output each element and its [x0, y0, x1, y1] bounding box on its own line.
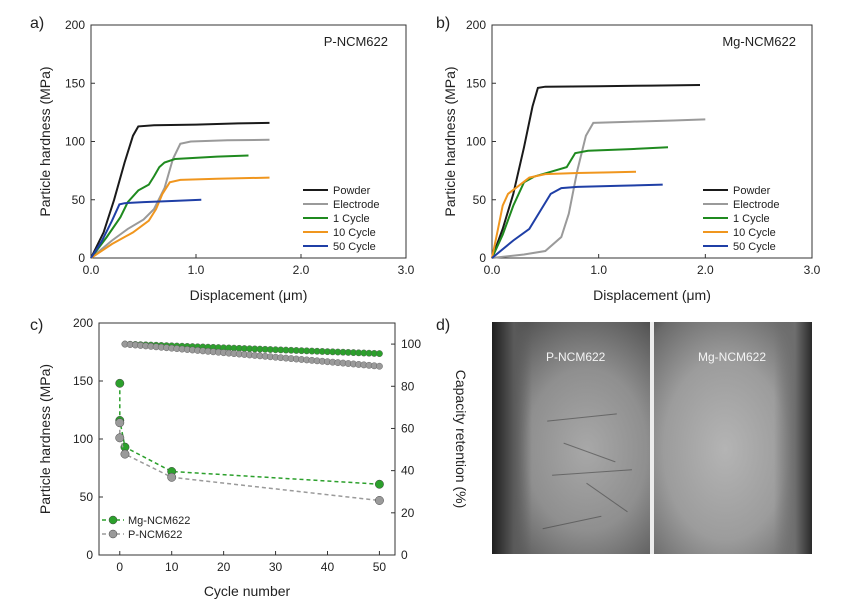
y-tick-label: 200: [73, 316, 93, 330]
chart-title-b: Mg-NCM622: [722, 34, 796, 49]
x-axis-label: Displacement (μm): [190, 287, 308, 303]
hardness-point: [115, 378, 125, 388]
retention-point: [376, 350, 383, 357]
y-tick-label: 200: [65, 18, 85, 32]
hardness-line-p-ncm622: [119, 422, 380, 502]
x-tick-label: 40: [321, 560, 335, 574]
x-tick-label: 20: [217, 560, 231, 574]
y-tick-label: 50: [473, 193, 487, 207]
y2-tick-label: 60: [401, 421, 415, 435]
hardness-point: [115, 418, 125, 428]
x-axis-label: Cycle number: [204, 583, 291, 599]
x-tick-label: 0: [116, 560, 123, 574]
legend-label: Electrode: [333, 199, 379, 211]
y-tick-label: 100: [466, 135, 486, 149]
y-tick-label: 100: [65, 135, 85, 149]
x-tick-label: 3.0: [804, 263, 821, 277]
sem-divider: [650, 322, 654, 554]
series-line-electrode: [90, 138, 270, 259]
series-line-1-cycle: [491, 146, 669, 259]
series-line-powder: [491, 84, 701, 259]
series-line-10-cycle: [491, 170, 637, 259]
chart-title-a: P-NCM622: [324, 34, 388, 49]
legend-label: Powder: [733, 185, 771, 197]
sem-label-mg-ncm622: Mg-NCM622: [698, 350, 767, 364]
y-tick-label: 150: [466, 76, 486, 90]
legend-label: 1 Cycle: [733, 213, 770, 225]
sem-image-p-ncm622: P-NCM622: [492, 322, 650, 554]
y-axis-label: Particle hardness (MPa): [442, 66, 458, 216]
x-tick-label: 10: [165, 560, 179, 574]
y-tick-label: 0: [78, 251, 85, 265]
series-line-50-cycle: [90, 198, 202, 259]
x-tick-label: 2.0: [697, 263, 714, 277]
x-tick-label: 0.0: [484, 263, 501, 277]
x-tick-label: 30: [269, 560, 283, 574]
y-tick-label: 150: [73, 374, 93, 388]
hardness-point: [374, 479, 384, 489]
legend-label: 50 Cycle: [333, 241, 376, 253]
x-tick-label: 2.0: [293, 263, 310, 277]
series-line-electrode: [491, 118, 706, 259]
y2-tick-label: 0: [401, 548, 408, 562]
y-tick-label: 100: [73, 432, 93, 446]
panel-label-c: c): [30, 317, 43, 334]
x-tick-label: 3.0: [398, 263, 415, 277]
y-tick-label: 0: [479, 251, 486, 265]
hardness-point: [120, 449, 130, 459]
y-tick-label: 50: [80, 490, 94, 504]
y2-tick-label: 100: [401, 337, 421, 351]
y2-tick-label: 20: [401, 506, 415, 520]
hardness-line-mg-ncm622: [119, 383, 380, 485]
y-tick-label: 150: [65, 76, 85, 90]
y2-tick-label: 80: [401, 379, 415, 393]
series-line-50-cycle: [491, 183, 663, 259]
y-axis-label: Particle hardness (MPa): [37, 66, 53, 216]
sem-label-p-ncm622: P-NCM622: [546, 350, 606, 364]
x-tick-label: 0.0: [83, 263, 100, 277]
x-tick-label: 1.0: [188, 263, 205, 277]
sem-image-panel: P-NCM622 Mg-NCM622: [492, 322, 812, 554]
legend-label: 50 Cycle: [733, 241, 776, 253]
legend-label: 10 Cycle: [333, 227, 376, 239]
y2-axis-label: Capacity retention (%): [453, 370, 469, 509]
legend-label: P-NCM622: [128, 529, 182, 541]
x-tick-label: 1.0: [590, 263, 607, 277]
y2-tick-label: 40: [401, 464, 415, 478]
y-tick-label: 0: [86, 548, 93, 562]
y-axis-label: Particle hardness (MPa): [37, 364, 53, 514]
hardness-point: [115, 433, 125, 443]
y-tick-label: 50: [72, 193, 86, 207]
legend-label: 10 Cycle: [733, 227, 776, 239]
x-axis-label: Displacement (μm): [593, 287, 711, 303]
hardness-point: [374, 496, 384, 505]
legend-label: Electrode: [733, 199, 779, 211]
panel-label-d: d): [436, 317, 450, 334]
panel-label-b: b): [436, 15, 450, 32]
sem-image-mg-ncm622: Mg-NCM622: [654, 322, 812, 554]
legend-marker: [108, 515, 118, 525]
series-line-powder: [90, 121, 270, 259]
legend-label: Mg-NCM622: [128, 515, 190, 527]
legend-marker: [108, 529, 118, 539]
retention-point: [376, 362, 383, 370]
series-line-1-cycle: [90, 154, 249, 259]
legend-label: 1 Cycle: [333, 213, 370, 225]
legend-label: Powder: [333, 185, 371, 197]
y-tick-label: 200: [466, 18, 486, 32]
panel-label-a: a): [30, 15, 44, 32]
hardness-point: [167, 472, 177, 482]
x-tick-label: 50: [373, 560, 387, 574]
